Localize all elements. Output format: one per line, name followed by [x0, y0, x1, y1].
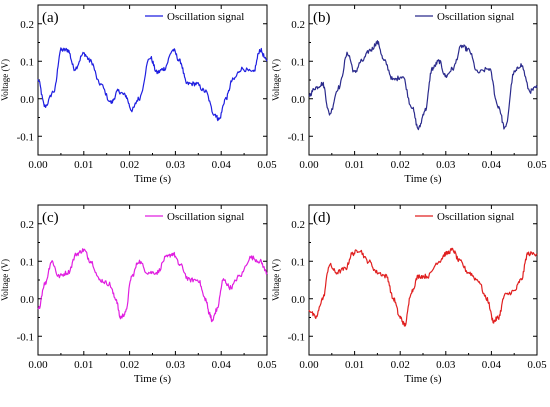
legend-label: Oscillation signal — [437, 11, 514, 23]
chart-panel-2: 0.00 0.01 0.02 0.03 0.04 0.05 -0.1 0.0 0.1 0.2 Tim… — [271, 4, 547, 185]
x-tick-label: 0.03 — [436, 159, 456, 171]
y-tick-label: 0.0 — [291, 294, 305, 306]
panel-label: (d) — [313, 210, 331, 226]
panel-label: (c) — [42, 210, 59, 226]
y-tick-label: -0.1 — [288, 331, 305, 343]
x-axis-label: Time (s) — [134, 373, 172, 385]
y-tick-label: 0.0 — [20, 94, 34, 106]
x-tick-label: 0.04 — [482, 159, 502, 171]
y-tick-label: 0.2 — [291, 19, 305, 31]
x-tick-label: 0.02 — [391, 359, 410, 371]
y-tick-label: 0.2 — [291, 219, 305, 231]
x-tick-label: 0.03 — [166, 159, 186, 171]
y-axis-label: Voltage (V) — [271, 259, 281, 301]
x-tick-label: 0.02 — [120, 359, 139, 371]
x-axis-label: Time (s) — [134, 173, 172, 185]
y-axis-label: Voltage (V) — [0, 59, 10, 101]
y-tick-label: 0.1 — [20, 56, 34, 68]
x-tick-label: 0.04 — [212, 159, 232, 171]
y-tick-label: 0.0 — [20, 294, 34, 306]
x-tick-label: 0.04 — [482, 359, 502, 371]
x-tick-label: 0.01 — [345, 159, 364, 171]
x-tick-label: 0.02 — [391, 159, 410, 171]
plot-frame — [308, 204, 538, 356]
x-tick-label: 0.01 — [345, 359, 364, 371]
signal-line — [37, 47, 268, 122]
panel-label: (b) — [313, 10, 331, 26]
y-axis-label: Voltage (V) — [0, 259, 10, 301]
chart-panel-3: 0.00 0.01 0.02 0.03 0.04 0.05 -0.1 0.0 0.1 0.2 Tim… — [0, 204, 277, 385]
x-tick-label: 0.03 — [436, 359, 456, 371]
x-tick-label: 0.04 — [212, 359, 232, 371]
x-tick-label: 0.05 — [257, 359, 277, 371]
y-tick-label: 0.1 — [291, 56, 305, 68]
panel-label: (a) — [42, 10, 59, 26]
legend-label: Oscillation signal — [167, 11, 244, 23]
x-axis-label: Time (s) — [404, 173, 442, 185]
y-tick-label: 0.2 — [20, 219, 34, 231]
legend-label: Oscillation signal — [437, 211, 514, 223]
y-tick-label: 0.1 — [291, 256, 305, 268]
x-tick-label: 0.01 — [74, 159, 93, 171]
x-tick-label: 0.00 — [299, 159, 319, 171]
x-axis-label: Time (s) — [404, 373, 442, 385]
y-tick-label: -0.1 — [17, 131, 34, 143]
x-tick-label: 0.00 — [28, 359, 48, 371]
x-tick-label: 0.05 — [527, 359, 547, 371]
x-tick-label: 0.00 — [299, 359, 319, 371]
signal-line — [308, 40, 538, 131]
chart-panel-1: 0.00 0.01 0.02 0.03 0.04 0.05 -0.1 0.0 0.1 0.2 Tim… — [0, 4, 277, 185]
legend-label: Oscillation signal — [167, 211, 244, 223]
y-tick-label: -0.1 — [17, 331, 34, 343]
y-tick-label: 0.1 — [20, 256, 34, 268]
x-tick-label: 0.01 — [74, 359, 93, 371]
x-tick-label: 0.00 — [28, 159, 48, 171]
x-tick-label: 0.02 — [120, 159, 139, 171]
plot-frame — [308, 4, 538, 156]
x-tick-label: 0.05 — [257, 159, 277, 171]
y-axis-label: Voltage (V) — [271, 59, 281, 101]
y-tick-label: -0.1 — [288, 131, 305, 143]
y-tick-label: 0.0 — [291, 94, 305, 106]
y-tick-label: 0.2 — [20, 19, 34, 31]
x-tick-label: 0.03 — [166, 359, 186, 371]
x-tick-label: 0.05 — [527, 159, 547, 171]
plot-frame — [37, 204, 268, 356]
chart-panel-4: 0.00 0.01 0.02 0.03 0.04 0.05 -0.1 0.0 0.1 0.2 Tim… — [271, 204, 547, 385]
signal-line — [308, 247, 538, 327]
signal-line — [37, 248, 268, 323]
